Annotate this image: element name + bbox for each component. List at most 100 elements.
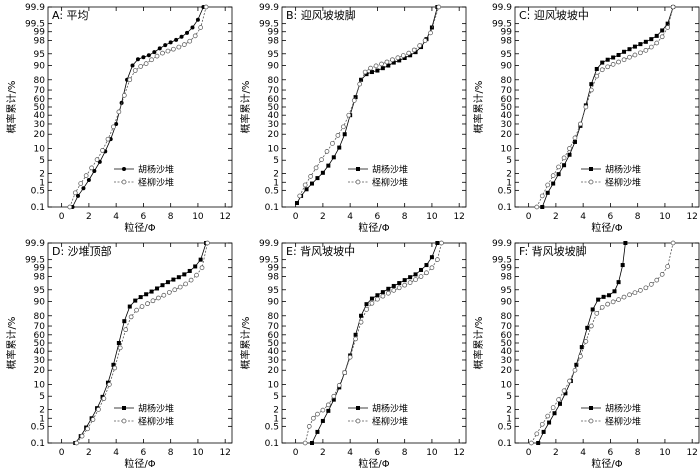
y-tick-label: 70 — [34, 86, 46, 96]
data-point — [574, 362, 579, 367]
x-tick-label: 10 — [426, 448, 438, 458]
y-tick-label: 80 — [34, 312, 46, 322]
x-tick-label: 4 — [113, 212, 119, 222]
data-point — [156, 295, 161, 301]
data-point — [190, 25, 195, 30]
data-point — [117, 345, 123, 351]
data-point — [187, 268, 192, 273]
data-point — [165, 280, 170, 285]
data-point — [607, 293, 612, 298]
data-point — [172, 287, 178, 293]
data-point — [331, 155, 336, 160]
data-point — [397, 281, 402, 286]
data-point — [585, 325, 590, 330]
y-tick-label: 40 — [34, 111, 46, 121]
data-point — [605, 57, 610, 62]
data-point — [157, 46, 162, 51]
y-tick-label: 70 — [34, 322, 46, 332]
y-tick-label: 1 — [273, 178, 279, 188]
data-point — [171, 277, 176, 282]
data-point — [545, 413, 551, 419]
data-point — [599, 304, 605, 310]
data-point — [534, 204, 540, 210]
data-point — [181, 42, 187, 47]
data-point — [192, 33, 198, 39]
y-tick-label: 99.5 — [25, 20, 45, 30]
y-tick-label: 99.9 — [259, 239, 279, 249]
y-tick-label: 0.5 — [498, 186, 512, 196]
data-point — [556, 164, 561, 170]
y-tick-label: 99.9 — [492, 3, 512, 13]
data-point — [203, 4, 209, 10]
y-tick-label: 5 — [273, 156, 279, 166]
legend-label: 柽柳沙堆 — [605, 416, 641, 428]
y-tick-label: 50 — [268, 339, 280, 349]
data-point — [550, 173, 556, 178]
legend-marker — [356, 406, 360, 410]
data-point — [313, 165, 319, 171]
y-axis-label: 概率累计/% — [472, 317, 485, 370]
y-tick-label: 0.1 — [31, 203, 45, 213]
y-tick-label: 70 — [268, 86, 280, 96]
data-point — [306, 424, 312, 429]
y-tick-label: 99 — [501, 264, 513, 274]
data-point — [670, 4, 676, 10]
data-point — [326, 408, 331, 413]
data-point — [83, 173, 89, 178]
y-tick-label: 20 — [268, 130, 280, 140]
data-point — [665, 25, 671, 30]
y-tick-label: 30 — [501, 356, 513, 366]
data-point — [417, 43, 423, 49]
data-point — [176, 44, 182, 50]
data-point — [616, 280, 621, 285]
legend-marker — [121, 418, 127, 424]
data-point — [616, 297, 621, 302]
data-point — [342, 132, 347, 137]
y-tick-label: 95 — [268, 50, 279, 60]
x-tick-label: 12 — [686, 448, 697, 458]
data-point — [105, 136, 111, 142]
data-point — [439, 240, 444, 246]
data-point — [78, 181, 84, 186]
data-point — [86, 178, 91, 183]
x-tick-label: 8 — [168, 212, 174, 222]
data-point — [358, 319, 364, 325]
data-point — [385, 290, 391, 296]
data-point — [567, 378, 572, 384]
data-point — [551, 181, 556, 186]
data-point — [324, 149, 330, 154]
data-point — [325, 402, 331, 408]
y-tick-label: 99.5 — [25, 256, 45, 266]
data-point — [413, 277, 418, 282]
data-point — [596, 297, 601, 302]
series-line-0 — [541, 6, 674, 208]
x-tick-label: 0 — [59, 212, 65, 222]
y-tick-label: 0.5 — [31, 186, 45, 196]
x-tick-label: 4 — [113, 448, 119, 458]
y-tick-label: 90 — [268, 298, 280, 308]
x-tick-label: 12 — [453, 212, 464, 222]
y-tick-label: 99.5 — [259, 256, 279, 266]
data-point — [101, 396, 107, 401]
y-tick-label: 50 — [34, 339, 46, 349]
y-tick-label: 99 — [268, 28, 280, 38]
y-tick-label: 80 — [501, 76, 513, 86]
x-tick-label: 0 — [526, 212, 532, 222]
y-tick-label: 98 — [34, 273, 46, 283]
data-point — [133, 298, 138, 303]
data-point — [335, 133, 341, 138]
data-point — [659, 272, 665, 277]
data-point — [149, 289, 154, 294]
x-tick-label: 8 — [402, 448, 408, 458]
series-line-0 — [296, 6, 438, 204]
x-tick-label: 2 — [86, 448, 92, 458]
panel-title: A: 平均 — [52, 9, 89, 22]
panel-title: B: 迎风坡坡脚 — [286, 8, 356, 22]
data-point — [79, 433, 85, 439]
y-tick-label: 2 — [39, 169, 45, 179]
data-point — [380, 66, 385, 71]
data-point — [556, 397, 561, 403]
series-line-1 — [299, 6, 440, 197]
